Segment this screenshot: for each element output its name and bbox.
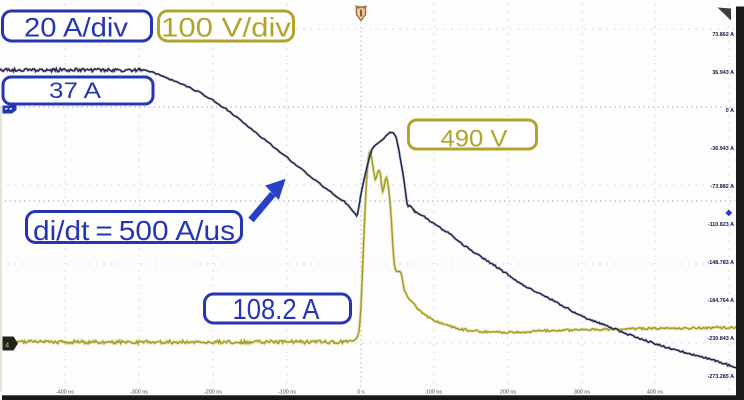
svg-text:-400 ns: -400 ns bbox=[56, 390, 74, 396]
svg-text:-148.783 A: -148.783 A bbox=[708, 260, 735, 266]
svg-text:-36.943 A: -36.943 A bbox=[711, 146, 735, 152]
svg-text:-110.823 A: -110.823 A bbox=[708, 222, 734, 228]
svg-text:0 s: 0 s bbox=[357, 390, 364, 396]
svg-text:100 ns: 100 ns bbox=[426, 390, 442, 396]
svg-text:-273.285 A: -273.285 A bbox=[708, 374, 735, 380]
svg-text:108.2 A: 108.2 A bbox=[233, 294, 321, 326]
svg-text:-184.764 A: -184.764 A bbox=[708, 298, 735, 304]
svg-text:-230.843 A: -230.843 A bbox=[708, 336, 735, 342]
svg-text:490 V: 490 V bbox=[441, 126, 508, 153]
svg-text:300 ns: 300 ns bbox=[574, 390, 590, 396]
svg-text:200 ns: 200 ns bbox=[500, 390, 516, 396]
svg-text:36.943 A: 36.943 A bbox=[712, 70, 734, 76]
svg-text:37 A: 37 A bbox=[49, 78, 101, 103]
svg-text:-100 ns: -100 ns bbox=[278, 390, 296, 396]
svg-text:-73.882 A: -73.882 A bbox=[711, 184, 735, 190]
svg-text:73.862 A: 73.862 A bbox=[712, 32, 734, 38]
svg-text:0 A: 0 A bbox=[726, 108, 734, 114]
svg-text:-300 ns: -300 ns bbox=[130, 390, 148, 396]
svg-text:di/dt = 500 A/us: di/dt = 500 A/us bbox=[33, 215, 235, 246]
svg-text:100 V/div: 100 V/div bbox=[161, 13, 292, 43]
svg-text:4: 4 bbox=[5, 341, 9, 350]
svg-text:400 ns: 400 ns bbox=[647, 390, 663, 396]
svg-text:-200 ns: -200 ns bbox=[204, 390, 222, 396]
svg-text:20 A/div: 20 A/div bbox=[24, 13, 129, 43]
